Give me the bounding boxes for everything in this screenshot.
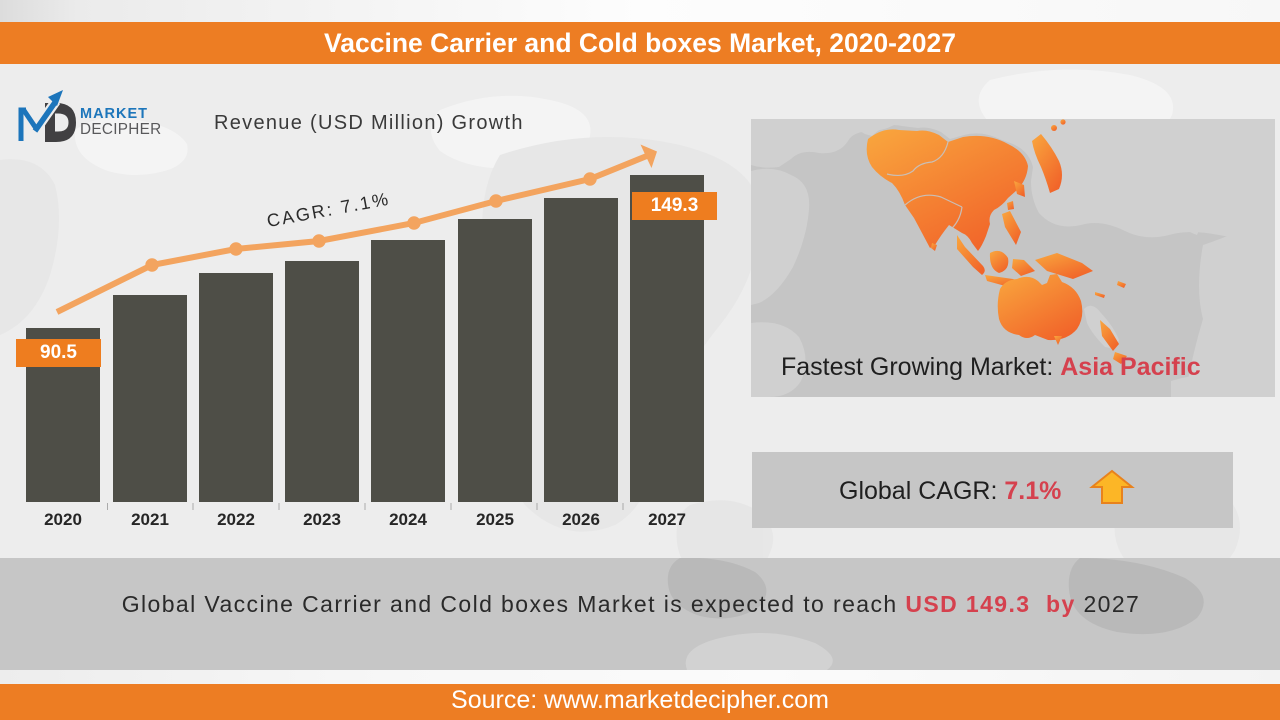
svg-text:DECIPHER: DECIPHER: [80, 121, 161, 138]
svg-text:MARKET: MARKET: [80, 106, 148, 122]
